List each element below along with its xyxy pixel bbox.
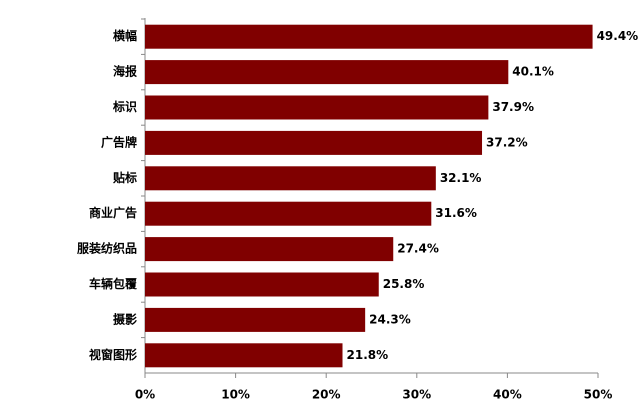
y-tick-label: 贴标 [113,170,137,185]
bar [145,166,436,191]
value-label: 24.3% [369,312,411,326]
x-tick-label: 0% [135,388,155,402]
y-tick-label: 广告牌 [101,134,137,149]
y-tick-label: 服装纺织品 [77,241,137,256]
y-tick-label: 摄影 [113,311,137,326]
bar [145,272,379,297]
x-tick-label: 40% [493,388,522,402]
y-tick-label: 商业广告 [89,205,137,220]
value-label: 49.4% [597,29,639,43]
bar [145,237,394,262]
bar [145,24,593,49]
bar [145,130,483,155]
value-label: 37.2% [486,135,528,149]
value-label: 25.8% [383,277,425,291]
y-tick-label: 横幅 [113,28,137,43]
value-label: 27.4% [397,242,439,256]
y-tick-label: 海报 [113,64,137,79]
y-tick-label: 车辆包覆 [89,276,138,291]
y-tick-label: 视窗图形 [89,347,137,362]
value-label: 37.9% [492,100,534,114]
bar [145,307,366,332]
bar [145,95,489,120]
bar [145,201,432,226]
x-tick-label: 30% [402,388,431,402]
value-label: 31.6% [435,206,477,220]
y-tick-label: 标识 [112,99,137,114]
x-tick-label: 10% [221,388,250,402]
value-label: 21.8% [347,348,389,362]
x-tick-label: 50% [584,388,613,402]
x-tick-label: 20% [312,388,341,402]
value-label: 32.1% [440,171,482,185]
bar [145,60,509,85]
value-label: 40.1% [512,65,554,79]
bar [145,343,343,368]
